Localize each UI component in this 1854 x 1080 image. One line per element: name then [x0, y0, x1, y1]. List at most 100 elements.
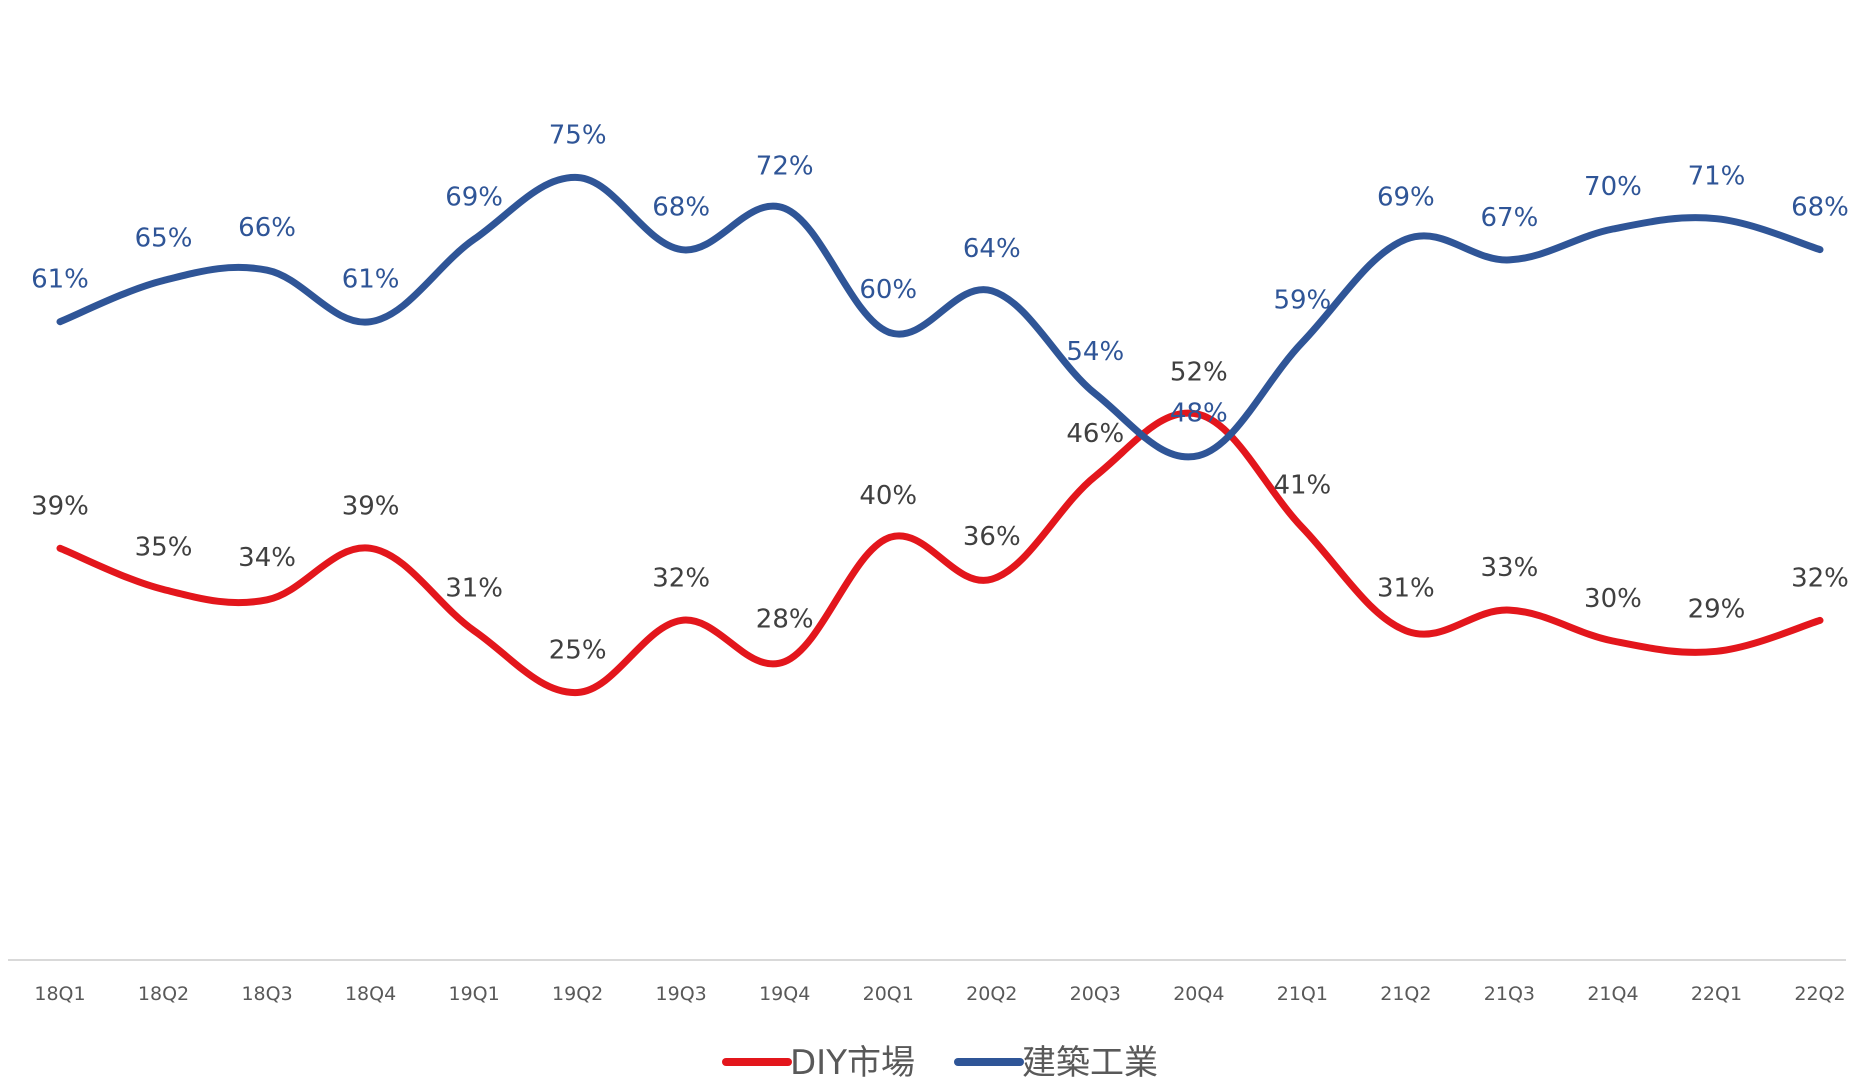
data-label-diy-21q1: 41% — [1273, 471, 1331, 501]
data-label-diy-22q1: 29% — [1688, 594, 1746, 624]
data-point-construction-20q3 — [1094, 393, 1096, 395]
data-label-construction-19q1: 69% — [445, 182, 503, 212]
data-point-construction-21q1 — [1301, 341, 1303, 343]
data-point-diy-19q3 — [680, 619, 682, 621]
data-point-diy-21q4 — [1612, 640, 1614, 642]
data-label-construction-20q1: 60% — [859, 275, 917, 305]
x-tick-label-21q3: 21Q3 — [1484, 983, 1535, 1005]
data-point-diy-18q4 — [370, 547, 372, 549]
x-tick-label-20q2: 20Q2 — [966, 983, 1017, 1005]
data-point-diy-20q3 — [1094, 475, 1096, 477]
data-label-construction-20q2: 64% — [963, 234, 1021, 264]
x-tick-label-19q1: 19Q1 — [449, 983, 500, 1005]
data-label-diy-21q4: 30% — [1584, 584, 1642, 614]
x-tick-label-18q2: 18Q2 — [138, 983, 189, 1005]
data-point-diy-20q2 — [991, 578, 993, 580]
data-label-construction-18q3: 66% — [238, 213, 296, 243]
x-tick-label-20q1: 20Q1 — [863, 983, 914, 1005]
data-label-diy-18q1: 39% — [31, 491, 89, 521]
data-point-construction-22q1 — [1715, 218, 1717, 220]
data-label-construction-18q1: 61% — [31, 265, 89, 295]
data-point-construction-21q3 — [1508, 259, 1510, 261]
data-point-construction-19q2 — [577, 177, 579, 178]
data-label-diy-18q4: 39% — [342, 491, 400, 521]
data-point-construction-18q1 — [59, 321, 61, 323]
data-point-construction-20q1 — [887, 331, 889, 333]
data-point-diy-19q1 — [473, 630, 475, 632]
data-label-layer: 39% 35% 34% 39% 31% 25% 32% 28% 40% 36% 46% 52% 41% 3… — [31, 121, 1849, 666]
data-label-construction-21q2: 69% — [1377, 182, 1435, 212]
series-line-diy — [56, 409, 1824, 697]
data-label-construction-18q2: 65% — [135, 224, 193, 254]
x-tick-label-20q4: 20Q4 — [1173, 983, 1224, 1005]
data-point-construction-18q4 — [370, 321, 372, 323]
data-label-diy-20q2: 36% — [963, 522, 1021, 552]
series-layer — [56, 173, 1824, 697]
data-label-construction-21q1: 59% — [1273, 285, 1331, 315]
data-label-diy-22q2: 32% — [1791, 563, 1849, 593]
data-point-construction-18q2 — [163, 280, 165, 281]
x-tick-label-19q3: 19Q3 — [656, 983, 707, 1005]
data-label-construction-18q4: 61% — [342, 265, 400, 295]
data-label-construction-19q3: 68% — [652, 193, 710, 223]
data-point-diy-18q3 — [266, 599, 268, 601]
legend: DIY市場 建築工業 — [722, 1043, 1158, 1080]
data-label-diy-21q3: 33% — [1481, 553, 1539, 583]
x-tick-label-19q2: 19Q2 — [552, 983, 603, 1005]
legend-label-construction: 建築工業 — [1022, 1043, 1158, 1080]
data-point-diy-22q1 — [1715, 650, 1717, 652]
series-line-construction — [56, 173, 1824, 461]
data-point-diy-20q4 — [1198, 413, 1200, 415]
data-label-construction-22q1: 71% — [1688, 162, 1746, 192]
data-point-construction-19q3 — [680, 249, 682, 251]
data-label-diy-19q1: 31% — [445, 574, 503, 604]
data-label-construction-19q2: 75% — [549, 121, 607, 151]
data-point-diy-20q1 — [887, 537, 889, 539]
data-label-diy-19q2: 25% — [549, 636, 607, 666]
x-tick-label-18q4: 18Q4 — [345, 983, 396, 1005]
data-label-diy-20q4: 52% — [1170, 357, 1228, 387]
data-label-construction-19q4: 72% — [756, 151, 814, 181]
data-point-construction-19q1 — [473, 238, 475, 240]
data-label-diy-18q3: 34% — [238, 543, 296, 573]
data-point-diy-19q4 — [784, 661, 786, 663]
data-point-construction-21q4 — [1612, 228, 1614, 230]
x-tick-label-22q2: 22Q2 — [1794, 983, 1845, 1005]
data-label-construction-21q3: 67% — [1481, 203, 1539, 233]
legend-label-diy: DIY市場 — [790, 1043, 915, 1080]
legend-item-construction: 建築工業 — [954, 1043, 1158, 1080]
data-point-construction-22q2 — [1819, 249, 1821, 251]
x-tick-labels: 18Q1 18Q2 18Q3 18Q4 19Q1 19Q2 19Q3 19Q4 20Q1 20Q2… — [34, 983, 1845, 1005]
data-point-diy-21q2 — [1405, 630, 1407, 632]
x-tick-label-18q3: 18Q3 — [241, 983, 292, 1005]
data-point-diy-18q1 — [59, 547, 61, 549]
data-point-diy-22q2 — [1819, 619, 1821, 621]
data-point-diy-19q2 — [577, 692, 579, 693]
x-tick-label-19q4: 19Q4 — [759, 983, 810, 1005]
data-label-diy-21q2: 31% — [1377, 574, 1435, 604]
data-point-construction-21q2 — [1405, 238, 1407, 240]
x-tick-label-21q2: 21Q2 — [1380, 983, 1431, 1005]
data-label-construction-20q3: 54% — [1066, 337, 1124, 367]
data-label-construction-21q4: 70% — [1584, 172, 1642, 202]
data-point-construction-19q4 — [784, 207, 786, 209]
x-tick-label-20q3: 20Q3 — [1070, 983, 1121, 1005]
data-point-construction-18q3 — [266, 269, 268, 271]
x-tick-label-21q1: 21Q1 — [1277, 983, 1328, 1005]
data-label-construction-20q4: 48% — [1170, 399, 1228, 429]
x-tick-label-18q1: 18Q1 — [34, 983, 85, 1005]
data-point-diy-21q3 — [1508, 609, 1510, 611]
data-label-diy-20q3: 46% — [1066, 419, 1124, 449]
data-point-construction-20q2 — [991, 290, 993, 292]
data-label-diy-19q3: 32% — [652, 563, 710, 593]
x-tick-label-22q1: 22Q1 — [1691, 983, 1742, 1005]
data-point-diy-21q1 — [1301, 527, 1303, 529]
data-label-diy-20q1: 40% — [859, 481, 917, 511]
data-label-diy-19q4: 28% — [756, 605, 814, 635]
x-tick-label-21q4: 21Q4 — [1587, 983, 1638, 1005]
legend-item-diy: DIY市場 — [722, 1043, 915, 1080]
data-label-diy-18q2: 35% — [135, 533, 193, 563]
data-point-diy-18q2 — [163, 589, 165, 590]
data-label-construction-22q2: 68% — [1791, 193, 1849, 223]
